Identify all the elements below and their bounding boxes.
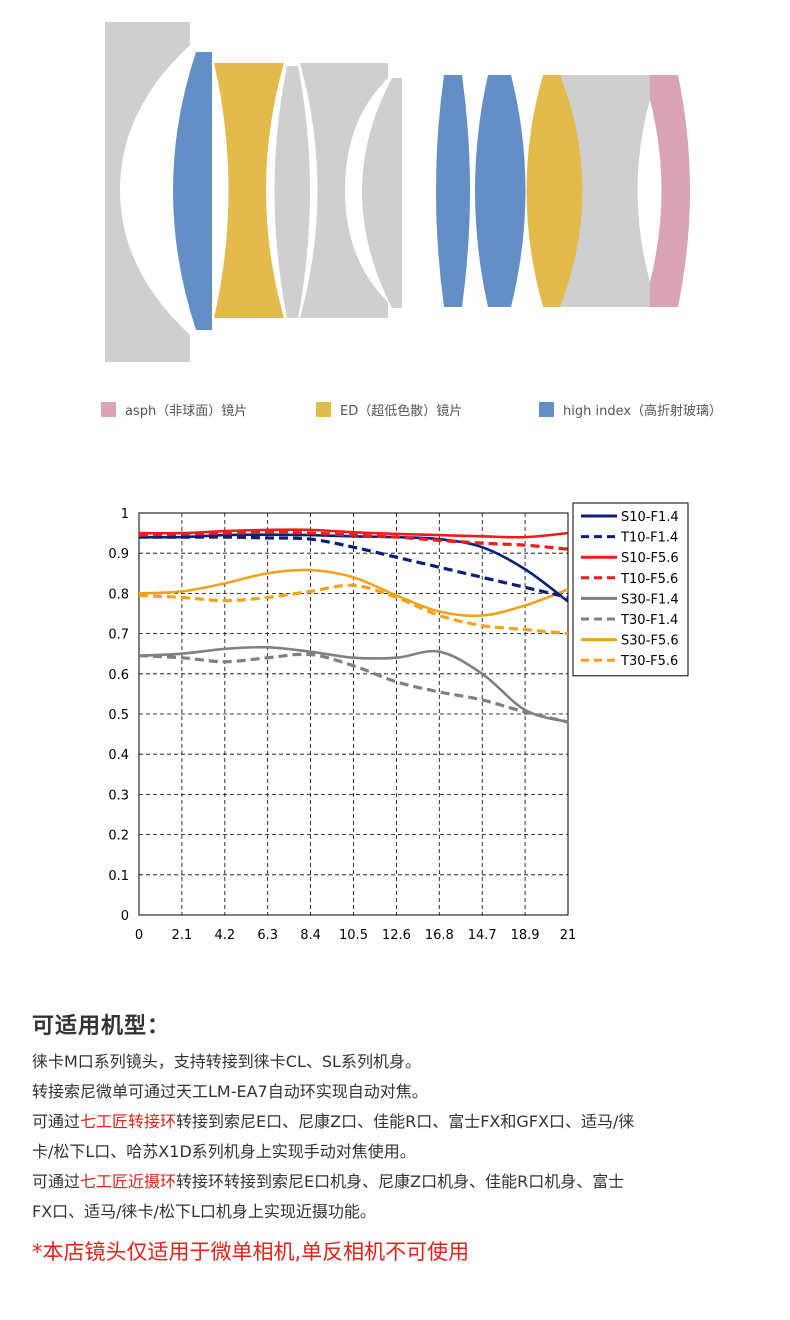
chart-legend: [572, 502, 689, 677]
y-tick-label: 0.3: [108, 788, 129, 803]
y-tick-label: 0.7: [108, 628, 129, 643]
section-title: 可适用机型：: [32, 1014, 171, 1039]
x-tick-label: 21: [560, 928, 577, 943]
ed-swatch: [316, 402, 331, 417]
x-tick-label: 2.1: [172, 928, 193, 943]
x-tick-label: 12.6: [382, 928, 411, 943]
series-line-s10-f5.6: [138, 528, 569, 539]
paragraph-adapter: 可通过七工匠转接环转接到索尼E口、尼康Z口、佳能R口、富士FX和GFX口、适马/…: [32, 1112, 634, 1132]
series-line-t10-f5.6: [138, 530, 569, 551]
lens-element-11: [650, 75, 690, 307]
lens-element-7: [436, 75, 470, 307]
y-tick-label: 0.2: [108, 829, 129, 844]
adapter-prefix: 可通过: [32, 1112, 81, 1131]
x-tick-label: 10.5: [339, 928, 368, 943]
legend-label-s10-f1.4: S10-F1.4: [621, 510, 679, 525]
y-tick-label: 0.5: [108, 708, 129, 723]
lens-element-9: [558, 75, 650, 307]
series-line-s30-f1.4: [138, 645, 569, 724]
y-tick-label: 1: [121, 507, 129, 522]
x-tick-label: 0: [135, 928, 143, 943]
y-tick-label: 0: [121, 909, 129, 924]
series-line-t30-f1.4: [138, 652, 569, 724]
paragraph-autofocus: 转接索尼微单可通过天工LM-EA7自动环实现自动对焦。: [32, 1082, 428, 1101]
x-tick-label: 14.7: [468, 928, 497, 943]
legend-item-ed: ED（超低色散）镜片: [316, 400, 462, 419]
paragraph-macro: 可通过七工匠近摄环转接环转接到索尼E口机身、尼康Z口机身、佳能R口机身、富士: [32, 1172, 624, 1192]
legend-label-ed: ED（超低色散）镜片: [340, 404, 463, 419]
lens-element-2: [173, 52, 212, 330]
y-tick-label: 0.8: [108, 587, 129, 602]
legend-label-t30-f1.4: T30-F1.4: [620, 613, 678, 628]
x-tick-label: 16.8: [425, 928, 454, 943]
lens-legend: asph（非球面）镜片 ED（超低色散）镜片 high index（高折射玻璃）: [0, 400, 790, 422]
legend-label-high-index: high index（高折射玻璃）: [563, 404, 723, 419]
lens-element-3: [214, 63, 284, 318]
lens-element-5: [300, 63, 388, 318]
y-tick-label: 0.4: [108, 748, 129, 763]
legend-label-s10-f5.6: S10-F5.6: [621, 551, 679, 566]
series-line-t10-f1.4: [139, 535, 569, 599]
legend-label-asph: asph（非球面）镜片: [125, 404, 248, 419]
high-index-swatch: [539, 402, 554, 417]
paragraph-macro-line2: FX口、适马/徕卡/松下L口机身上实现近摄功能。: [32, 1202, 376, 1221]
lens-element-8: [475, 75, 526, 307]
legend-label-t10-f5.6: T10-F5.6: [620, 572, 678, 587]
lens-element-10: [526, 75, 583, 307]
asph-swatch: [101, 402, 116, 417]
adapter-rest: 转接到索尼E口、尼康Z口、佳能R口、富士FX和GFX口、适马/徕: [176, 1112, 635, 1131]
x-tick-label: 18.9: [511, 928, 540, 943]
legend-label-t10-f1.4: T10-F1.4: [620, 531, 678, 546]
macro-rest: 转接环转接到索尼E口机身、尼康Z口机身、佳能R口机身、富士: [176, 1172, 625, 1191]
y-tick-label: 0.9: [108, 547, 129, 562]
lens-optical-diagram: [105, 22, 690, 362]
x-tick-label: 6.3: [257, 928, 278, 943]
y-tick-label: 0.6: [108, 668, 129, 683]
y-tick-label: 0.1: [108, 869, 129, 884]
x-tick-label: 4.2: [214, 928, 235, 943]
lens-element-1: [105, 22, 190, 362]
legend-item-asph: asph（非球面）镜片: [101, 400, 247, 419]
legend-label-t30-f5.6: T30-F5.6: [620, 654, 678, 669]
x-tick-label: 8.4: [300, 928, 321, 943]
legend-label-s30-f5.6: S30-F5.6: [621, 634, 679, 649]
legend-label-s30-f1.4: S30-F1.4: [621, 592, 679, 607]
macro-ring-link[interactable]: 七工匠近摄环: [80, 1172, 177, 1191]
series-line-t30-f5.6: [138, 583, 569, 636]
mtf-chart: 0 0.1 0.2 0.3 0.4 0.5 0.6 0.7 0.8 0.9 1 0 2.1 4.2 6.3 8…: [108, 502, 689, 943]
paragraph-adapter-line2: 卡/松下L口、哈苏X1D系列机身上实现手动对焦使用。: [32, 1142, 416, 1161]
series-line-s30-f5.6: [138, 568, 569, 618]
plot-frame: [138, 512, 569, 916]
lens-element-4: [274, 66, 310, 318]
legend-item-high-index: high index（高折射玻璃）: [539, 400, 722, 419]
lens-element-6: [362, 78, 402, 308]
adapter-ring-link[interactable]: 七工匠转接环: [80, 1112, 177, 1131]
macro-prefix: 可通过: [32, 1172, 81, 1191]
warning-text: *本店镜头仅适用于微单相机,单反相机不可使用: [32, 1240, 470, 1264]
paragraph-compat: 徕卡M口系列镜头，支持转接到徕卡CL、SL系列机身。: [32, 1052, 421, 1071]
